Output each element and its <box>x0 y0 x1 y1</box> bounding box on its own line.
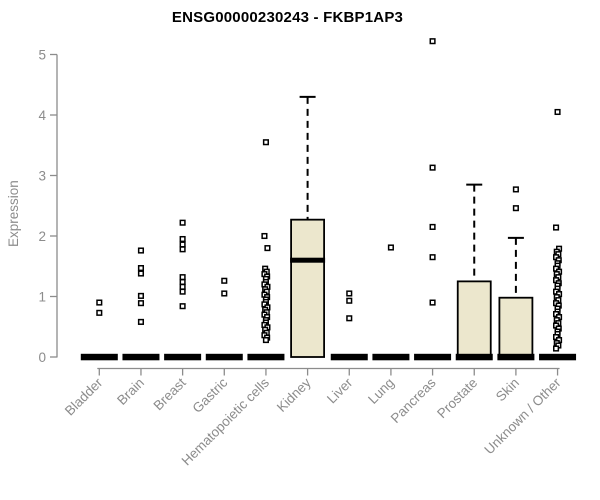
outlier-2-8 <box>179 303 186 310</box>
x-tick-label-6: Liver <box>324 375 356 407</box>
y-tick-label-0: 0 <box>38 350 46 365</box>
median-10 <box>497 353 535 361</box>
outlier-7-0 <box>387 244 394 251</box>
y-tick-label-5: 5 <box>38 47 46 62</box>
outlier-2-5 <box>179 278 186 286</box>
y-tick-label-1: 1 <box>38 289 46 304</box>
outlier-11-37 <box>553 345 560 352</box>
outlier-2-1 <box>179 235 186 243</box>
median-6 <box>330 353 368 361</box>
outlier-3-1 <box>221 290 228 297</box>
median-2 <box>164 353 202 361</box>
box-9 <box>456 280 492 358</box>
y-tick-label-3: 3 <box>38 168 46 183</box>
x-tick-label-10: Skin <box>493 375 522 404</box>
y-tick-label-2: 2 <box>38 229 46 244</box>
outlier-4-0 <box>262 139 269 146</box>
outlier-3-0 <box>221 277 228 284</box>
outlier-11-0 <box>554 108 561 116</box>
outlier-8-4 <box>429 299 436 306</box>
x-tick-label-3: Gastric <box>190 375 231 416</box>
outlier-1-0 <box>137 247 145 254</box>
outlier-1-3 <box>137 292 145 299</box>
x-tick-label-9: Prostate <box>434 375 480 421</box>
x-tick-label-0: Bladder <box>62 375 106 419</box>
outlier-2-6 <box>179 283 186 290</box>
median-0 <box>80 353 118 361</box>
outlier-1-4 <box>137 300 145 307</box>
median-5 <box>290 257 326 263</box>
outlier-1-1 <box>137 265 145 272</box>
outlier-0-1 <box>96 309 103 316</box>
median-4 <box>247 353 285 361</box>
outlier-2-2 <box>179 241 186 248</box>
outlier-8-1 <box>429 164 436 171</box>
median-8 <box>414 353 452 361</box>
median-9 <box>455 353 493 361</box>
outlier-6-1 <box>346 297 353 304</box>
outlier-10-1 <box>512 205 519 212</box>
outlier-4-2 <box>264 245 271 252</box>
outlier-1-2 <box>137 270 145 277</box>
x-tick-label-2: Breast <box>151 375 189 413</box>
outlier-2-7 <box>179 288 186 295</box>
y-tick-label-4: 4 <box>38 108 46 123</box>
outlier-0-0 <box>96 299 103 306</box>
outlier-10-0 <box>512 186 519 193</box>
outlier-8-2 <box>429 223 436 230</box>
outlier-1-5 <box>137 318 145 325</box>
median-7 <box>372 353 410 361</box>
outlier-2-4 <box>179 274 186 281</box>
outlier-2-0 <box>179 219 186 226</box>
outlier-4-31 <box>262 337 269 344</box>
median-11 <box>539 353 577 361</box>
x-tick-label-7: Lung <box>365 375 397 407</box>
chart-title: ENSG00000230243 - FKBP1AP3 <box>171 9 404 26</box>
median-3 <box>205 353 243 361</box>
outlier-6-2 <box>346 315 353 322</box>
outlier-8-0 <box>429 38 436 45</box>
outlier-6-0 <box>346 290 353 297</box>
box-10 <box>498 296 534 358</box>
x-tick-label-11: Unknown / Other <box>481 375 564 458</box>
x-tick-label-5: Kidney <box>274 375 314 415</box>
outlier-4-1 <box>261 232 268 240</box>
outlier-8-3 <box>429 254 436 261</box>
x-tick-label-1: Brain <box>114 375 147 408</box>
outlier-11-1 <box>553 224 560 231</box>
outlier-2-3 <box>179 246 186 253</box>
box-5 <box>290 218 326 358</box>
median-1 <box>122 353 160 361</box>
x-tick-label-8: Pancreas <box>388 375 439 426</box>
